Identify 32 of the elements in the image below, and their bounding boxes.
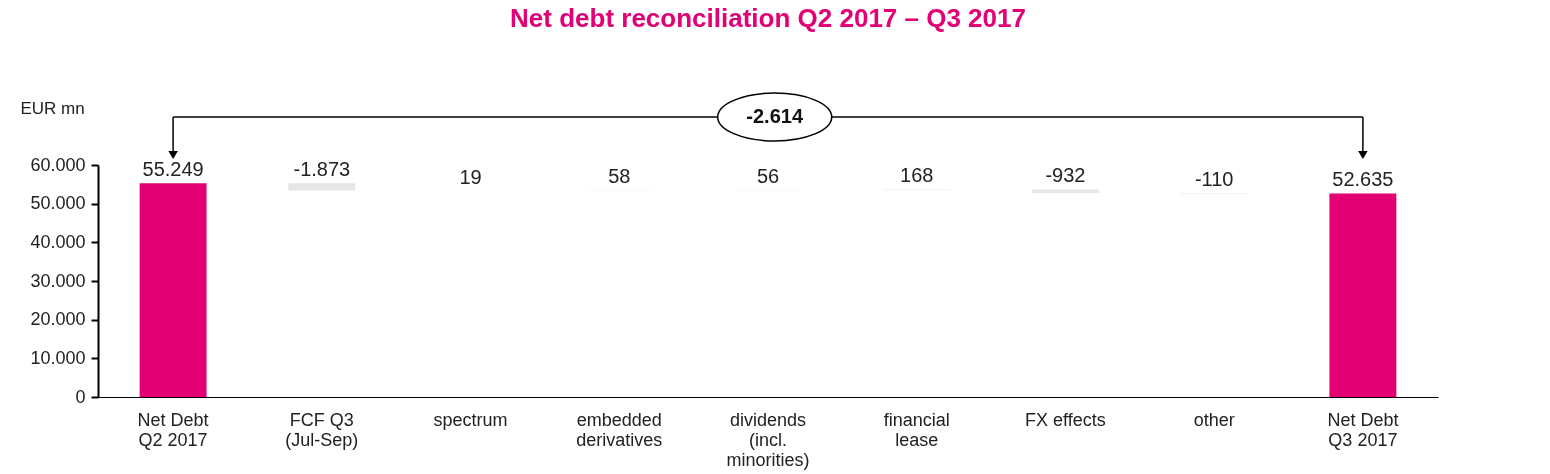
data-label: 19 — [459, 165, 482, 188]
data-label: 55.249 — [142, 158, 204, 181]
data-label: 52.635 — [1332, 168, 1394, 191]
bar — [1031, 189, 1099, 194]
chart-title: Net debt reconciliation Q2 2017 – Q3 2017 — [510, 3, 1026, 34]
x-tick-label: FCF Q3 (Jul-Sep) — [285, 409, 359, 450]
y-tick-label: 0 — [75, 386, 86, 407]
x-tick-label: Net Debt Q3 2017 — [1327, 409, 1399, 450]
y-axis-title: EUR mn — [20, 98, 85, 118]
y-tick-label: 50.000 — [30, 193, 86, 214]
data-label: 56 — [756, 165, 780, 188]
data-label: -110 — [1194, 168, 1234, 191]
data-label: -1.873 — [293, 158, 351, 181]
x-tick-label: embedded derivatives — [576, 409, 663, 450]
y-tick-label: 30.000 — [30, 270, 86, 291]
data-label: 58 — [608, 165, 631, 188]
x-tick-label: other — [1193, 409, 1235, 430]
x-tick-label: dividends (incl. minorities) — [726, 409, 810, 470]
x-tick-label: financial lease — [883, 409, 950, 450]
data-label: 168 — [900, 164, 934, 187]
y-tick-label: 60.000 — [30, 154, 86, 175]
data-label: -932 — [1045, 164, 1086, 187]
y-tick-label: 10.000 — [30, 347, 86, 368]
bar — [139, 183, 207, 397]
bar — [1329, 193, 1397, 397]
x-tick-label: Net Debt Q2 2017 — [137, 409, 209, 450]
bar — [288, 183, 356, 191]
x-tick-label: FX effects — [1025, 409, 1106, 430]
y-tick-label: 40.000 — [30, 231, 86, 252]
text: -2.614 — [746, 105, 804, 127]
x-tick-label: spectrum — [433, 409, 508, 430]
y-tick-label: 20.000 — [30, 309, 86, 330]
